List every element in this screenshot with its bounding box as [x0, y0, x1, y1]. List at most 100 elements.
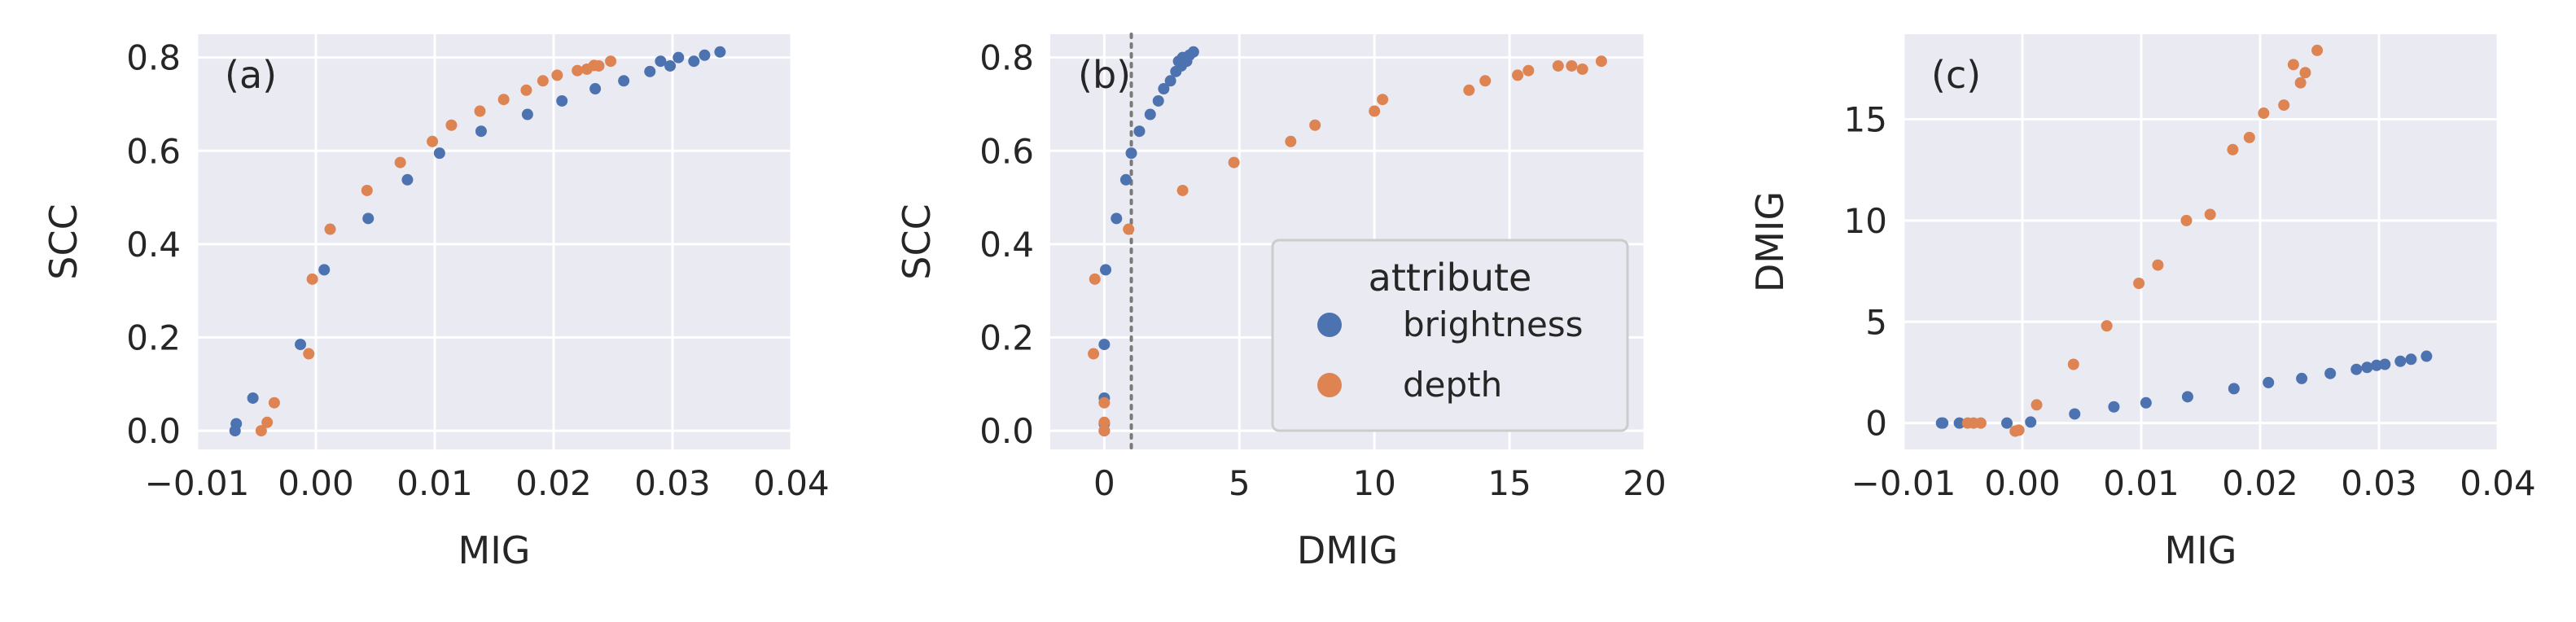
y-tick-label: 10 — [1844, 201, 1887, 241]
brightness-point — [655, 55, 667, 68]
depth-point — [551, 69, 563, 81]
depth-point — [1552, 59, 1564, 72]
brightness-point — [1133, 125, 1146, 138]
brightness-point — [556, 94, 568, 107]
brightness-point — [1098, 339, 1111, 351]
depth-point — [1522, 64, 1535, 77]
brightness-point — [2420, 350, 2433, 362]
depth-point — [2278, 99, 2290, 112]
brightness-point — [1125, 147, 1137, 160]
depth-point — [1089, 273, 1101, 285]
depth-point — [2180, 214, 2193, 226]
x-tick-label: −0.01 — [1851, 463, 1956, 503]
depth-point — [2101, 320, 2113, 332]
brightness-point — [521, 108, 533, 120]
panel-label: (c) — [1931, 53, 1981, 97]
depth-point — [306, 273, 318, 285]
brightness-point — [1100, 264, 1112, 276]
brightness-point — [1164, 75, 1176, 87]
brightness-point — [618, 75, 630, 87]
brightness-point — [644, 65, 656, 77]
depth-point — [1228, 156, 1240, 169]
brightness-point — [1187, 46, 1199, 58]
x-tick-label: 0.01 — [396, 463, 473, 503]
depth-point — [605, 55, 617, 68]
brightness-point — [664, 59, 677, 72]
brightness-point — [2025, 416, 2037, 428]
brightness-point — [2324, 367, 2337, 379]
y-axis-label: DMIG — [1748, 191, 1792, 292]
depth-point — [1566, 59, 1578, 72]
brightness-point — [2394, 355, 2407, 367]
brightness-point — [401, 173, 414, 186]
brightness-point — [247, 392, 259, 404]
brightness-point — [2181, 391, 2193, 403]
depth-point — [2294, 77, 2307, 89]
depth-point — [1309, 119, 1321, 131]
brightness-point — [362, 212, 375, 225]
panel-b: 0 5 10 15 20 0.0 0.2 0.4 0.6 0.8 (b) DMIG SCC attribu… — [895, 33, 1667, 572]
depth-point — [497, 94, 510, 106]
depth-point — [1576, 63, 1588, 75]
depth-point — [2287, 59, 2299, 71]
depth-point — [537, 75, 549, 87]
brightness-point — [699, 49, 711, 61]
legend-entry-depth: depth — [1403, 365, 1502, 405]
brightness-point — [2140, 396, 2152, 409]
x-tick-label: 0.00 — [1984, 463, 2061, 503]
brightness-point — [714, 46, 726, 58]
depth-point — [2013, 424, 2025, 436]
depth-point — [1098, 425, 1111, 437]
y-tick-label: 5 — [1865, 302, 1887, 342]
depth-point — [1463, 84, 1475, 96]
brightness-point — [688, 55, 700, 68]
depth-point — [303, 348, 315, 360]
depth-point — [445, 119, 458, 131]
x-tick-label: 20 — [1623, 463, 1666, 503]
depth-point — [572, 64, 584, 77]
depth-point — [1512, 69, 1524, 81]
depth-point — [1369, 105, 1381, 117]
y-tick-label: 0.8 — [979, 38, 1034, 78]
depth-point — [261, 416, 274, 428]
brightness-point — [2361, 361, 2373, 374]
y-tick-label: 0.8 — [126, 38, 181, 78]
depth-point — [268, 396, 280, 409]
x-tick-label: 5 — [1229, 463, 1251, 503]
legend-marker-brightness — [1317, 313, 1342, 337]
y-axis-label: SCC — [895, 204, 939, 279]
y-tick-label: 0.6 — [979, 131, 1034, 171]
x-axis-label: MIG — [458, 528, 531, 572]
brightness-point — [1152, 94, 1164, 107]
depth-point — [361, 184, 373, 196]
legend-entry-brightness: brightness — [1403, 304, 1584, 344]
x-tick-label: 0.01 — [2103, 463, 2180, 503]
x-tick-label: −0.01 — [145, 463, 250, 503]
x-tick-label: 0.03 — [2341, 463, 2417, 503]
brightness-point — [295, 339, 307, 351]
depth-point — [474, 105, 486, 117]
y-tick-label: 0.4 — [979, 225, 1034, 265]
brightness-point — [2371, 359, 2383, 371]
brightness-point — [1937, 417, 1949, 429]
x-tick-label: 0.04 — [2460, 463, 2536, 503]
legend-title: attribute — [1369, 256, 1532, 300]
x-tick-label: 0.04 — [753, 463, 830, 503]
depth-point — [2204, 208, 2216, 221]
x-tick-label: 0.02 — [2222, 463, 2298, 503]
y-tick-label: 0.0 — [979, 411, 1034, 451]
depth-point — [520, 84, 532, 96]
depth-point — [1098, 416, 1111, 428]
x-tick-label: 0 — [1093, 463, 1115, 503]
brightness-point — [2069, 408, 2081, 420]
depth-point — [1285, 135, 1297, 147]
panel-label: (b) — [1078, 53, 1131, 97]
brightness-point — [1144, 108, 1156, 120]
depth-point — [255, 425, 267, 437]
y-tick-label: 0.6 — [126, 131, 181, 171]
y-tick-label: 0.0 — [126, 411, 181, 451]
series-brightness — [229, 46, 726, 437]
brightness-point — [433, 147, 445, 160]
